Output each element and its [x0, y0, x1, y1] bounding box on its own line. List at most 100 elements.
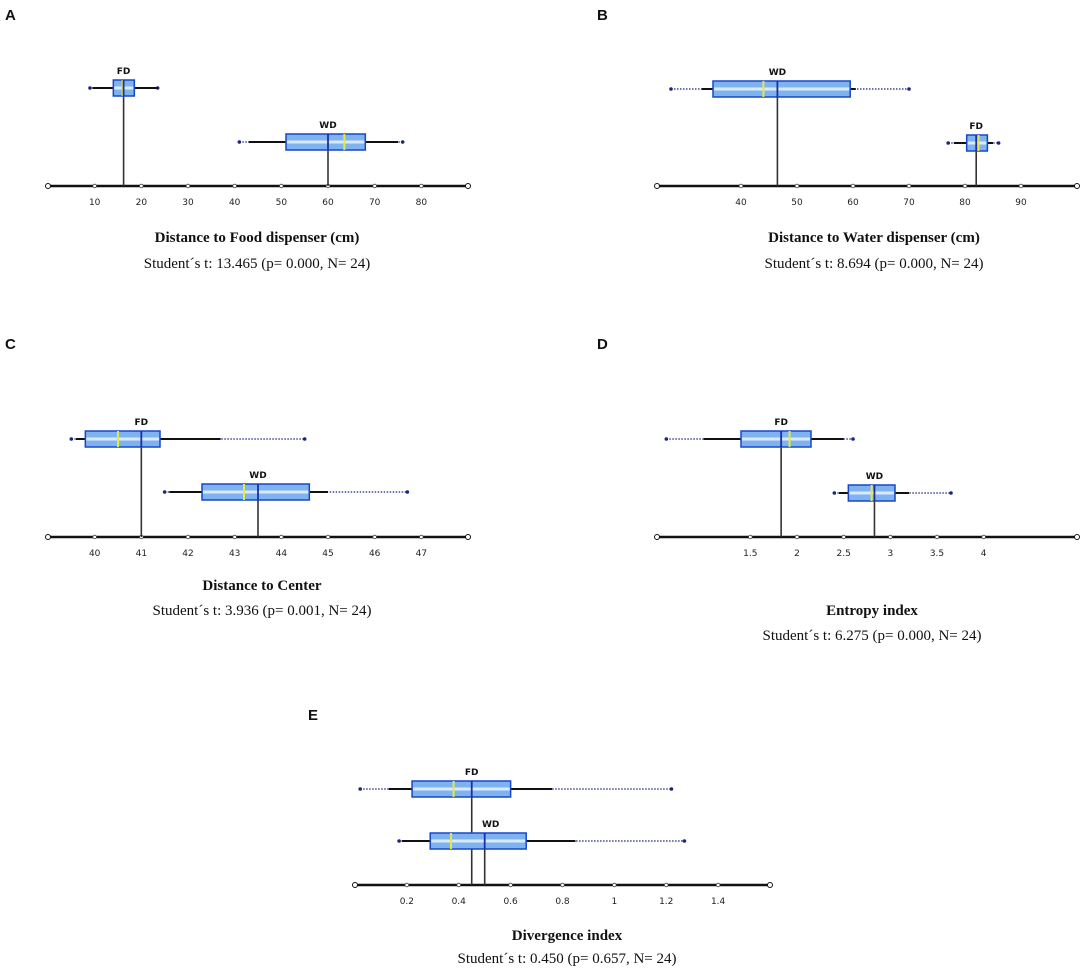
- axis-end-marker: [352, 882, 358, 888]
- group-label: FD: [969, 122, 983, 132]
- whisker-end: [69, 437, 74, 441]
- axis-end-marker: [465, 534, 471, 540]
- tick-mark: [232, 183, 237, 189]
- axis-title: Entropy index: [826, 603, 918, 619]
- tick-mark: [850, 183, 856, 189]
- box-highlight: [203, 490, 309, 494]
- whisker-end: [405, 490, 410, 494]
- tick-label: 2: [794, 549, 800, 559]
- tick-label: 45: [322, 549, 333, 559]
- tick-mark: [372, 534, 377, 540]
- box-highlight: [413, 787, 510, 791]
- tick-mark: [185, 534, 191, 540]
- whisker-end: [669, 87, 673, 91]
- group-label: FD: [465, 768, 479, 778]
- tick-mark: [1018, 183, 1024, 189]
- whisker-end: [397, 839, 401, 843]
- tick-label: 40: [89, 549, 101, 559]
- tick-mark: [92, 534, 97, 540]
- tick-label: 46: [369, 549, 381, 559]
- axis-title: Distance to Water dispenser (cm): [768, 230, 980, 246]
- panel-d: D 1.5 2 2.5 3 3.5 4 FD WD Entropy index Student´s …: [597, 336, 1080, 644]
- box-wd: WD: [397, 820, 687, 850]
- group-label: WD: [319, 121, 336, 131]
- panel-letter: C: [5, 336, 16, 353]
- box-wd: WD: [669, 68, 911, 98]
- tick-mark: [508, 882, 513, 888]
- stat-summary: Student´s t: 13.465 (p= 0.000, N= 24): [144, 256, 371, 272]
- tick-mark: [560, 882, 565, 888]
- box-wd: WD: [832, 472, 953, 502]
- whisker-end: [162, 490, 167, 494]
- tick-label: 3.5: [930, 549, 944, 559]
- tick-label: 4: [981, 549, 987, 559]
- panel-letter: B: [597, 7, 608, 24]
- tick-label: 3: [887, 549, 893, 559]
- panel-b: B 40 50 60 70 80 90 WD FD Distance to Water dispe…: [597, 7, 1080, 272]
- tick-label: 47: [416, 549, 427, 559]
- axis-end-marker: [767, 882, 773, 888]
- box-highlight: [86, 437, 159, 441]
- stat-summary: Student´s t: 8.694 (p= 0.000, N= 24): [765, 256, 984, 272]
- whisker-end: [682, 839, 687, 843]
- box-fd: FD: [88, 67, 160, 97]
- tick-mark: [232, 534, 237, 540]
- tick-mark: [419, 183, 424, 189]
- box-wd: WD: [162, 471, 410, 501]
- tick-mark: [372, 183, 377, 189]
- tick-mark: [906, 183, 912, 189]
- tick-label: 70: [903, 198, 915, 208]
- tick-label: 10: [89, 198, 101, 208]
- panel-letter: E: [308, 707, 318, 724]
- axis-end-marker: [1074, 534, 1080, 540]
- box-fd: FD: [664, 418, 855, 448]
- group-label: FD: [117, 67, 131, 77]
- axis-end-marker: [465, 183, 471, 189]
- tick-mark: [404, 882, 410, 888]
- box-highlight: [714, 87, 850, 91]
- stat-summary: Student´s t: 3.936 (p= 0.001, N= 24): [153, 603, 372, 619]
- tick-mark: [981, 534, 986, 540]
- axis-end-marker: [45, 534, 51, 540]
- panel-letter: D: [597, 336, 608, 353]
- tick-mark: [279, 534, 284, 540]
- tick-mark: [748, 534, 753, 540]
- tick-mark: [934, 534, 940, 540]
- group-label: WD: [866, 472, 883, 482]
- axis-end-marker: [654, 534, 660, 540]
- stat-summary: Student´s t: 6.275 (p= 0.000, N= 24): [763, 628, 982, 644]
- whisker-end: [832, 491, 837, 495]
- tick-label: 40: [735, 198, 747, 208]
- tick-label: 1.2: [659, 897, 673, 907]
- box-highlight: [287, 140, 365, 144]
- tick-label: 50: [791, 198, 803, 208]
- panel-letter: A: [5, 7, 16, 24]
- panel-c: C 40 41 42 43 44 45 46 47 FD WD Distance to Center S…: [5, 336, 471, 619]
- box-highlight: [431, 839, 526, 843]
- box-wd: WD: [237, 121, 405, 151]
- tick-label: 80: [416, 198, 428, 208]
- whisker-end: [358, 787, 362, 791]
- tick-label: 0.2: [400, 897, 414, 907]
- tick-mark: [185, 183, 191, 189]
- group-label: FD: [774, 418, 788, 428]
- whisker-end: [669, 787, 674, 791]
- tick-mark: [612, 882, 617, 888]
- box-fd: FD: [358, 768, 674, 798]
- tick-mark: [794, 183, 800, 189]
- whisker-end: [949, 491, 953, 495]
- tick-label: 44: [276, 549, 288, 559]
- box-fd: FD: [946, 122, 1001, 152]
- tick-mark: [715, 882, 721, 888]
- axis-title: Divergence index: [512, 928, 623, 944]
- tick-mark: [841, 534, 846, 540]
- tick-label: 42: [182, 549, 193, 559]
- tick-label: 1.5: [743, 549, 757, 559]
- stat-summary: Student´s t: 0.450 (p= 0.657, N= 24): [458, 951, 677, 967]
- whisker-end: [664, 437, 669, 441]
- tick-label: 1.4: [711, 897, 726, 907]
- group-label: FD: [135, 418, 149, 428]
- tick-label: 43: [229, 549, 240, 559]
- whisker-end: [88, 86, 92, 90]
- box-fd: FD: [69, 418, 307, 448]
